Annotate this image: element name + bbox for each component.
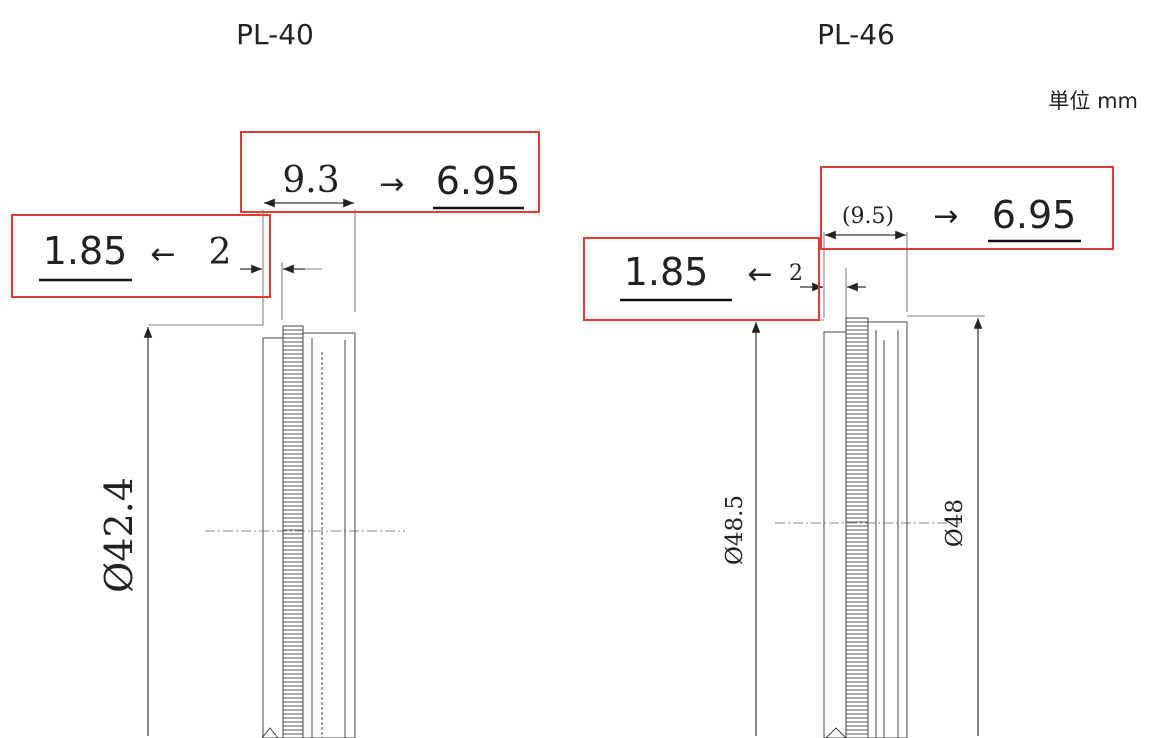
pl46-offset-old: 2 <box>789 261 803 286</box>
pl40-offset-callout-box <box>11 214 271 298</box>
pl46-width-callout-box <box>820 166 1114 250</box>
pl40-width-new: 6.95 <box>436 159 521 203</box>
pl46-width-arrow: → <box>933 199 958 234</box>
pl46-drawing <box>748 230 985 738</box>
pl40-drawing <box>143 198 405 738</box>
pl40-offset-new: 1.85 <box>43 229 128 273</box>
unit-label: 単位 mm <box>1048 89 1138 113</box>
pl40-width-old: 9.3 <box>282 160 339 201</box>
title-pl40: PL-40 <box>236 18 314 51</box>
pl46-width-new: 6.95 <box>992 193 1077 237</box>
pl46-offset-arrow: ← <box>747 257 772 292</box>
title-pl46: PL-46 <box>817 18 895 51</box>
pl46-outer-diameter-label: Ø48.5 <box>722 495 748 565</box>
pl40-width-arrow: → <box>379 167 404 202</box>
pl46-offset-new: 1.85 <box>624 250 709 294</box>
pl46-inner-diameter-label: Ø48 <box>942 499 968 547</box>
pl40-offset-old: 2 <box>209 232 232 273</box>
pl40-diameter-label: Ø42.4 <box>97 477 141 593</box>
pl40-width-callout-box <box>240 131 540 213</box>
pl40-offset-arrow: ← <box>150 237 175 272</box>
pl46-offset-callout-box <box>583 237 820 321</box>
pl46-width-old: (9.5) <box>842 204 894 229</box>
